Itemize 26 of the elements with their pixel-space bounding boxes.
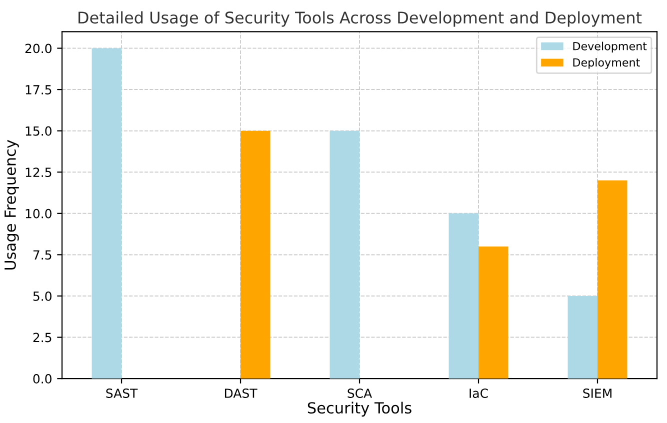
y-axis-title: Usage Frequency bbox=[4, 140, 19, 270]
bar bbox=[598, 180, 628, 379]
bar bbox=[92, 48, 122, 379]
x-tick-label: IaC bbox=[470, 388, 488, 398]
y-tick-label: 5.0 bbox=[33, 291, 52, 301]
bar bbox=[240, 130, 270, 379]
y-tick-label: 2.5 bbox=[33, 332, 52, 342]
chart-title: Detailed Usage of Security Tools Across Development and Deployment bbox=[78, 11, 642, 27]
x-tick-label: SCA bbox=[348, 388, 372, 398]
y-tick-label: 7.5 bbox=[33, 250, 52, 260]
x-axis-title: Security Tools bbox=[308, 402, 412, 417]
y-tick-label: 0.0 bbox=[33, 374, 52, 384]
y-tick-label: 15.0 bbox=[26, 126, 52, 136]
legend-label: Development bbox=[573, 42, 647, 52]
y-tick-label: 17.5 bbox=[26, 85, 52, 94]
x-tick-label: SIEM bbox=[583, 388, 612, 398]
y-tick-label: 20.0 bbox=[25, 44, 52, 54]
legend-label: Deployment bbox=[573, 58, 640, 69]
y-tick-label: 10.0 bbox=[26, 208, 52, 218]
x-tick-label: DAST bbox=[224, 388, 258, 398]
bar bbox=[448, 213, 479, 379]
y-tick-label: 12.5 bbox=[26, 168, 52, 178]
bar bbox=[568, 296, 598, 379]
x-tick-label: SAST bbox=[106, 388, 138, 398]
bar bbox=[478, 246, 508, 379]
bar bbox=[330, 130, 360, 379]
